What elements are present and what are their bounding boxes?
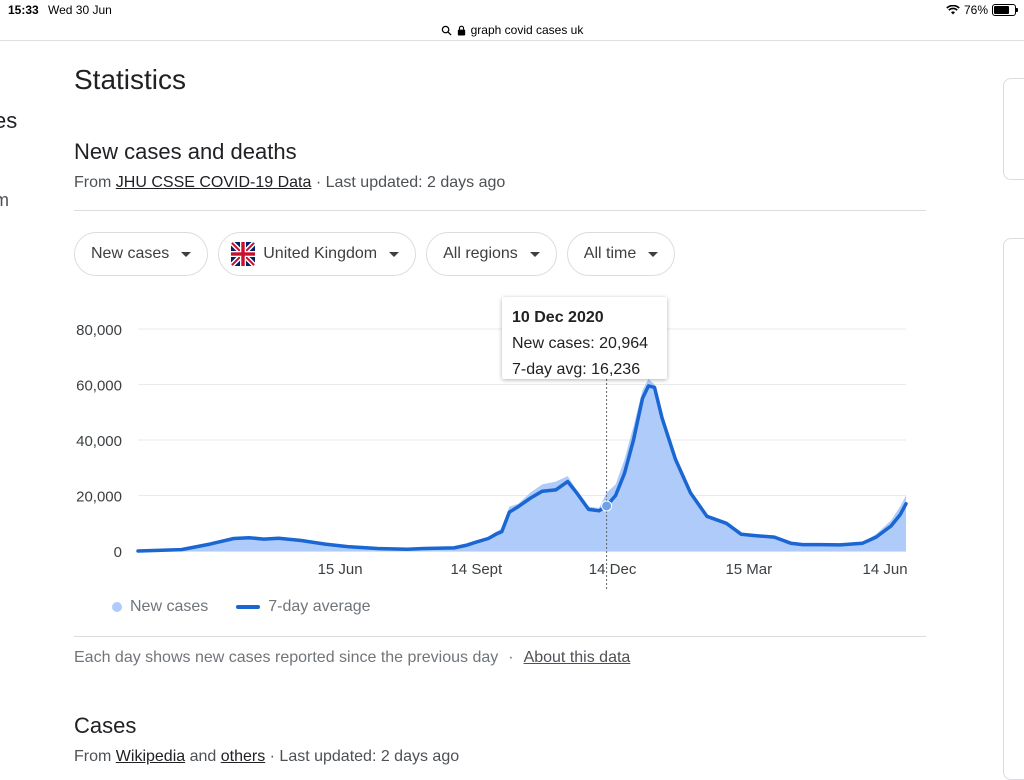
source-prefix: From (74, 174, 116, 191)
wikipedia-link[interactable]: Wikipedia (115, 748, 186, 765)
search-icon (441, 25, 452, 36)
y-tick-label: 60,000 (76, 378, 122, 395)
x-tick-label: 14 Sept (450, 561, 503, 578)
cases-source-prefix: From (74, 748, 116, 765)
x-tick-label: 15 Mar (725, 561, 772, 578)
clipped-text-left-2: m (0, 190, 9, 210)
country-dropdown-label: United Kingdom (263, 245, 378, 262)
status-time: 15:33 (8, 3, 39, 17)
section-title: New cases and deaths (74, 139, 297, 164)
legend-dot-icon (112, 602, 122, 612)
legend-new-cases-label: New cases (130, 598, 209, 615)
filter-bar: New cases United Kingdom All regions All… (74, 232, 676, 276)
x-tick-label: 14 Jun (863, 561, 908, 578)
source-link[interactable]: JHU CSSE COVID-19 Data (115, 174, 312, 191)
chart-tooltip: 10 Dec 2020 New cases: 20,964 7-day avg:… (502, 297, 667, 379)
y-tick-label: 80,000 (76, 322, 122, 339)
legend-avg[interactable]: 7-day average (236, 598, 371, 616)
country-dropdown[interactable]: United Kingdom (218, 232, 417, 276)
right-panel-card-2 (1003, 238, 1024, 780)
clipped-text-left: es (0, 108, 18, 133)
battery-icon (992, 4, 1018, 16)
cases-source-middle: and (185, 748, 221, 765)
y-tick-label: 20,000 (76, 489, 122, 506)
right-panel-card (1003, 78, 1024, 180)
tooltip-date: 10 Dec 2020 (512, 309, 604, 326)
caret-down-icon (181, 251, 192, 257)
page-title: Statistics (74, 64, 187, 95)
legend-new-cases[interactable]: New cases (112, 598, 208, 616)
source-line: From JHU CSSE COVID-19 Data · Last updat… (74, 174, 505, 192)
url-text: graph covid cases uk (470, 23, 584, 37)
cases-source-line: From Wikipedia and others · Last updated… (74, 748, 459, 766)
y-tick-label: 0 (114, 544, 122, 561)
x-tick-label: 15 Jun (318, 561, 363, 578)
caret-down-icon (389, 251, 400, 257)
tooltip-avg: 7-day avg: 16,236 (512, 361, 641, 378)
time-range-dropdown-label: All time (583, 245, 637, 262)
legend-avg-label: 7-day average (268, 598, 371, 615)
divider (74, 210, 926, 211)
avg-line (136, 384, 908, 553)
source-suffix: · Last updated: 2 days ago (311, 174, 506, 191)
cases-source-suffix: · Last updated: 2 days ago (265, 748, 460, 765)
wifi-icon (946, 5, 960, 15)
time-range-dropdown[interactable]: All time (566, 232, 676, 276)
highlight-point (601, 500, 613, 512)
uk-flag-icon (231, 242, 256, 266)
status-bar: 15:33 Wed 30 Jun 76% (0, 0, 1024, 20)
others-link[interactable]: others (220, 748, 266, 765)
footnote-text: Each day shows new cases reported since … (74, 649, 499, 666)
metric-dropdown-label: New cases (91, 245, 170, 262)
cases-section-title: Cases (74, 713, 137, 738)
footnote: Each day shows new cases reported since … (74, 649, 630, 667)
caret-down-icon (648, 251, 659, 257)
battery-percent: 76% (963, 3, 988, 17)
y-tick-label: 40,000 (76, 433, 122, 450)
legend-line-icon (236, 605, 261, 609)
caret-down-icon (529, 251, 540, 257)
metric-dropdown[interactable]: New cases (74, 232, 209, 276)
divider-2 (74, 636, 926, 637)
chart-legend: New cases 7-day average (112, 598, 371, 616)
region-dropdown-label: All regions (443, 245, 518, 262)
address-bar[interactable]: graph covid cases uk (0, 20, 1024, 41)
status-date: Wed 30 Jun (48, 3, 112, 17)
cases-chart[interactable]: 0 20,000 40,000 60,000 80,000 15 Jun 14 Sept 14… (60, 290, 940, 610)
region-dropdown[interactable]: All regions (426, 232, 557, 276)
x-tick-label: 14 Dec (589, 561, 637, 578)
lock-icon (457, 25, 465, 36)
footnote-separator: · (508, 649, 514, 666)
status-right: 76% (946, 3, 1018, 17)
about-data-link[interactable]: About this data (523, 649, 631, 666)
tooltip-new-cases: New cases: 20,964 (512, 335, 649, 352)
new-cases-area (138, 378, 906, 551)
